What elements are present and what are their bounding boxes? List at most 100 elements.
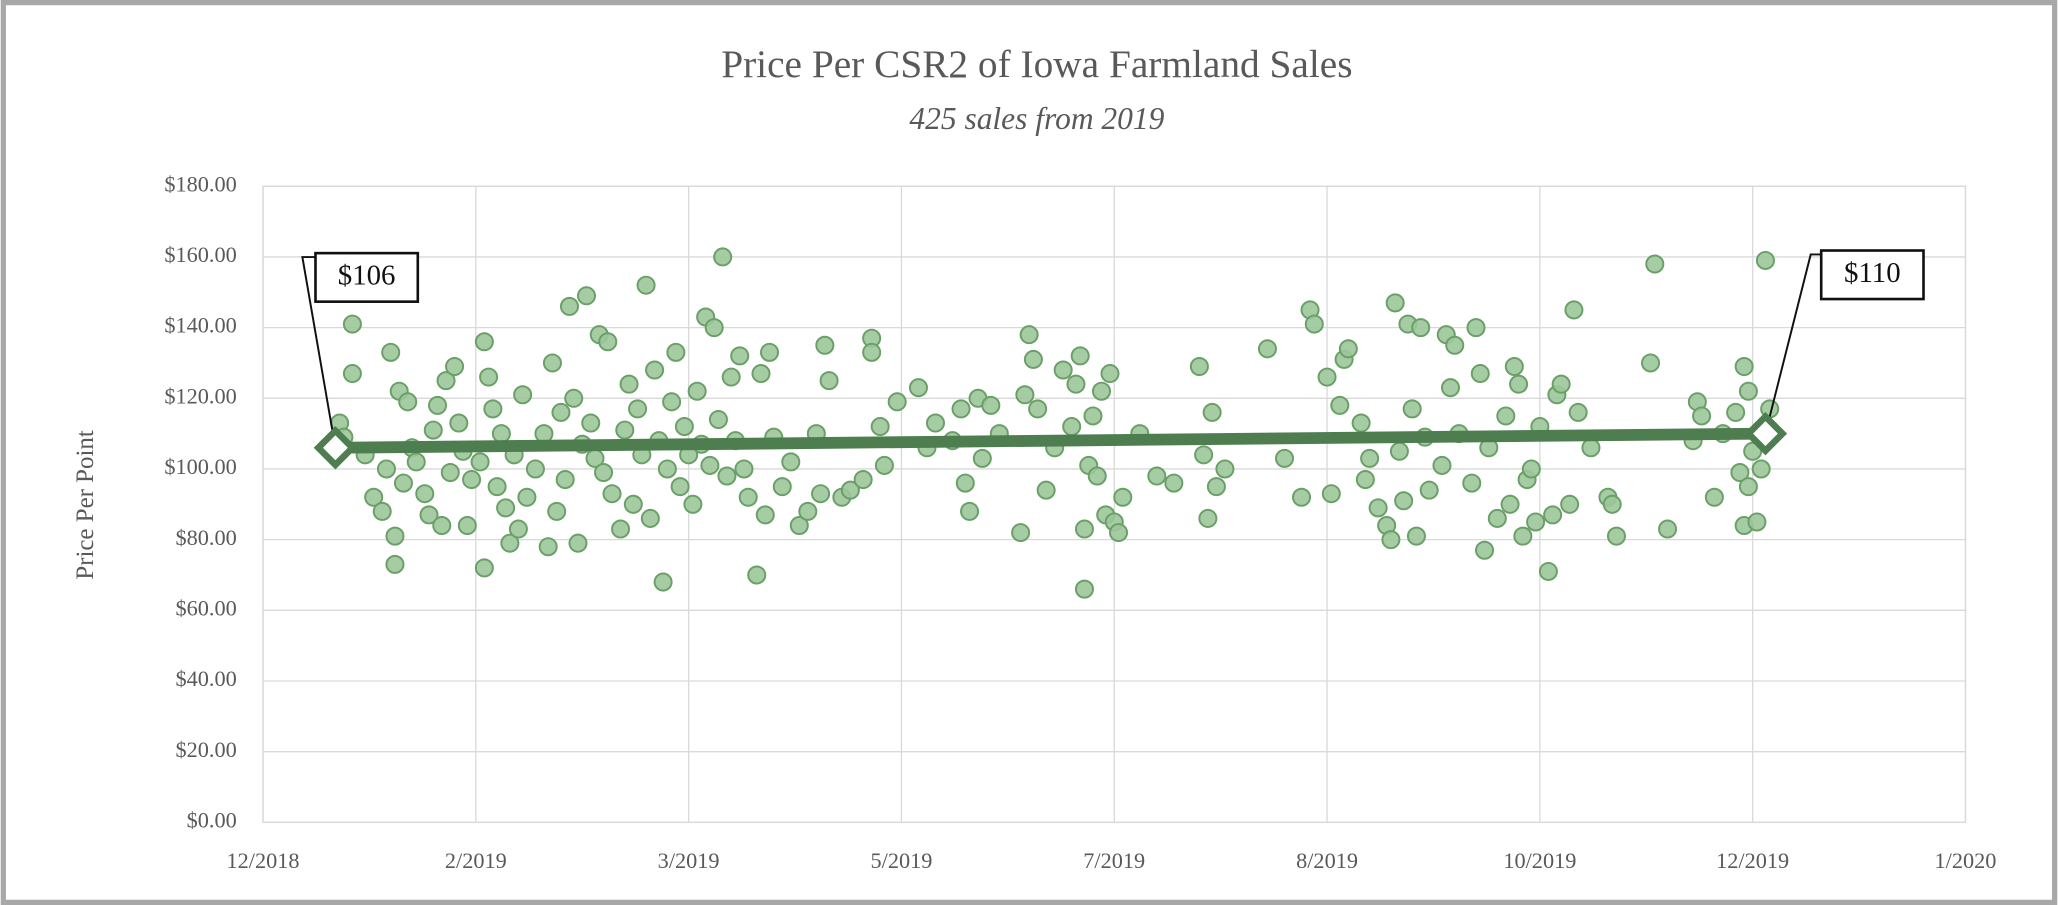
data-point xyxy=(674,417,694,437)
data-point xyxy=(1074,519,1094,539)
data-point xyxy=(870,417,890,437)
data-point xyxy=(657,459,677,479)
data-point xyxy=(853,470,873,490)
data-point xyxy=(428,395,448,415)
data-point xyxy=(342,364,362,384)
y-tick-label: $100.00 xyxy=(164,454,236,479)
data-point xyxy=(640,508,660,528)
data-point xyxy=(372,501,392,521)
y-tick-label: $0.00 xyxy=(187,807,237,832)
trendline xyxy=(335,427,1766,454)
data-point xyxy=(496,498,516,518)
data-point xyxy=(666,342,686,362)
x-tick-label: 12/2018 xyxy=(227,848,300,873)
data-point xyxy=(721,367,741,387)
data-point xyxy=(457,516,477,536)
data-point xyxy=(1470,364,1490,384)
data-point xyxy=(594,462,614,483)
data-point xyxy=(1087,466,1107,486)
data-point xyxy=(1385,293,1405,313)
data-point xyxy=(1023,349,1043,369)
data-point xyxy=(538,537,558,557)
data-point xyxy=(555,470,575,490)
data-point xyxy=(908,378,928,398)
data-point xyxy=(470,452,490,472)
data-point xyxy=(1109,523,1129,543)
data-point xyxy=(840,480,860,500)
data-point xyxy=(564,388,584,408)
data-point xyxy=(1019,325,1039,345)
data-point xyxy=(381,342,401,362)
data-point xyxy=(1368,498,1388,518)
y-axis-label: Price Per Point xyxy=(72,430,99,580)
data-point xyxy=(1509,374,1529,394)
data-point xyxy=(1504,356,1524,376)
y-tick-label: $120.00 xyxy=(164,383,236,408)
data-point xyxy=(1462,473,1482,493)
data-point xyxy=(1645,254,1665,274)
data-point xyxy=(440,462,460,483)
leader-line xyxy=(301,256,337,448)
data-point xyxy=(398,392,418,412)
data-point xyxy=(1475,540,1495,560)
data-point xyxy=(1355,470,1375,490)
data-point xyxy=(483,399,503,419)
x-tick-label: 7/2019 xyxy=(1083,848,1145,873)
y-tick-label: $60.00 xyxy=(176,595,237,620)
data-point xyxy=(342,314,362,334)
data-point xyxy=(662,392,682,412)
data-point xyxy=(1164,473,1184,493)
data-point xyxy=(1641,353,1661,373)
chart-subtitle: 425 sales from 2019 xyxy=(909,101,1164,136)
data-point xyxy=(513,385,533,405)
x-tick-label: 12/2019 xyxy=(1716,848,1789,873)
data-point xyxy=(1394,491,1414,511)
data-point xyxy=(432,516,452,536)
data-point xyxy=(1755,250,1775,270)
data-point xyxy=(636,275,656,295)
data-point xyxy=(534,424,554,444)
data-point xyxy=(1730,462,1750,483)
data-point xyxy=(1658,519,1678,539)
data-point xyxy=(653,572,673,592)
data-point xyxy=(811,484,831,504)
data-point xyxy=(819,371,839,391)
data-point xyxy=(581,413,601,433)
data-point xyxy=(1513,526,1533,546)
data-point xyxy=(615,420,635,440)
data-point xyxy=(713,247,733,267)
data-point xyxy=(1734,356,1754,376)
data-point xyxy=(436,371,456,391)
data-point xyxy=(925,413,946,433)
data-point xyxy=(1726,402,1746,422)
data-point xyxy=(1445,335,1465,355)
data-point xyxy=(1189,356,1209,376)
data-point xyxy=(376,459,396,479)
trend-endpoint xyxy=(1743,411,1788,456)
data-point xyxy=(1083,406,1103,426)
data-point xyxy=(623,494,643,514)
data-point xyxy=(1751,459,1771,479)
data-point xyxy=(955,473,975,493)
data-point xyxy=(708,409,728,430)
data-point xyxy=(951,399,971,419)
data-point xyxy=(1402,399,1422,419)
data-point xyxy=(815,335,835,355)
x-tick-label: 3/2019 xyxy=(658,848,720,873)
data-point xyxy=(1411,318,1431,338)
data-point xyxy=(1338,339,1358,359)
data-point xyxy=(798,501,818,521)
data-point xyxy=(1406,526,1426,546)
x-tick-label: 8/2019 xyxy=(1296,848,1358,873)
data-point xyxy=(1704,487,1724,507)
data-point xyxy=(738,487,758,507)
x-tick-label: 2/2019 xyxy=(445,848,507,873)
data-point xyxy=(1036,480,1056,500)
data-point xyxy=(525,459,545,479)
data-point xyxy=(1351,413,1371,433)
data-point xyxy=(1274,448,1295,468)
data-point xyxy=(1521,459,1541,479)
data-point xyxy=(645,360,665,380)
data-point xyxy=(1070,346,1090,366)
